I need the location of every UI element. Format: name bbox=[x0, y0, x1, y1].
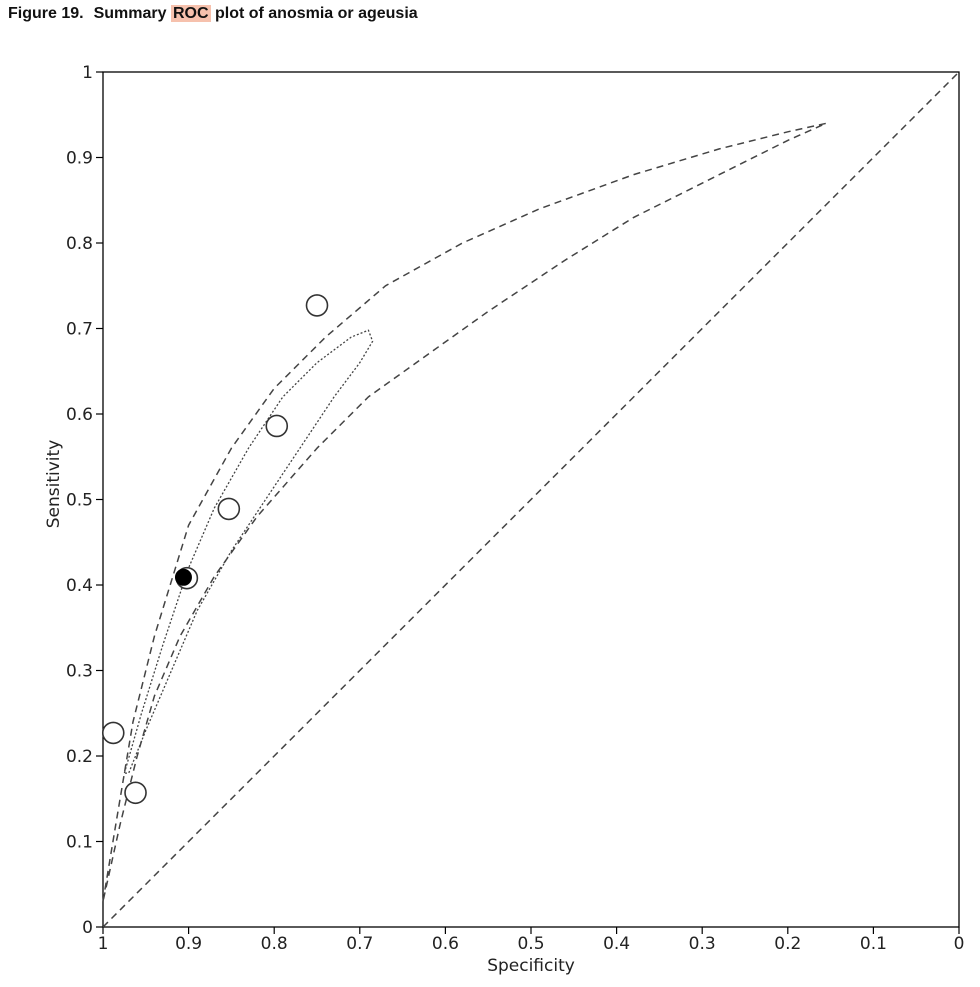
y-tick-label: 0.8 bbox=[66, 234, 93, 254]
study-point bbox=[217, 497, 241, 521]
figure-title: Figure 19. Summary ROC plot of anosmia or… bbox=[8, 5, 418, 23]
x-tick-label: 0.8 bbox=[261, 934, 288, 954]
figure-label: Figure 19. bbox=[8, 5, 84, 22]
y-tick-label: 1 bbox=[82, 63, 93, 83]
x-tick-label: 0.7 bbox=[346, 934, 373, 954]
points-layer bbox=[101, 294, 329, 805]
figure-title-pre: Summary bbox=[93, 5, 167, 22]
y-tick-label: 0 bbox=[82, 918, 93, 938]
x-tick-label: 0.2 bbox=[774, 934, 801, 954]
prediction-region bbox=[102, 122, 828, 902]
figure-title-post: plot of anosmia or ageusia bbox=[214, 5, 418, 22]
y-tick-label: 0.7 bbox=[66, 320, 93, 340]
study-point bbox=[101, 721, 125, 745]
x-tick-label: 0.9 bbox=[175, 934, 202, 954]
study-point bbox=[305, 294, 329, 317]
y-tick-label: 0.9 bbox=[66, 149, 93, 169]
y-tick-label: 0.2 bbox=[66, 747, 93, 767]
x-tick-label: 1 bbox=[98, 934, 109, 954]
x-tick-label: 0 bbox=[954, 934, 965, 954]
study-point bbox=[265, 414, 289, 438]
x-tick-label: 0.5 bbox=[517, 934, 544, 954]
regions-layer bbox=[102, 71, 960, 928]
y-axis-label: Sensitivity bbox=[44, 440, 64, 529]
x-tick-label: 0.3 bbox=[689, 934, 716, 954]
x-tick-label: 0.1 bbox=[860, 934, 887, 954]
x-tick-label: 0.4 bbox=[603, 934, 630, 954]
figure-title-highlight: ROC bbox=[170, 5, 211, 22]
y-tick-label: 0.1 bbox=[66, 833, 93, 853]
confidence-region bbox=[123, 329, 374, 774]
summary-point bbox=[174, 568, 192, 586]
x-axis-label: Specificity bbox=[487, 956, 575, 976]
y-tick-label: 0.5 bbox=[66, 491, 93, 511]
study-point bbox=[124, 781, 147, 805]
y-tick-label: 0.6 bbox=[66, 405, 93, 425]
reference-diagonal-line bbox=[102, 71, 960, 928]
x-tick-label: 0.6 bbox=[432, 934, 459, 954]
ticks-layer: 1 0.9 0.8 0.7 0.6 0.5 0.4 0.3 0.2 0.1 0 0 0.1 0.2 0.3 0… bbox=[66, 63, 964, 954]
y-tick-label: 0.3 bbox=[66, 662, 93, 682]
y-tick-label: 0.4 bbox=[66, 576, 93, 596]
